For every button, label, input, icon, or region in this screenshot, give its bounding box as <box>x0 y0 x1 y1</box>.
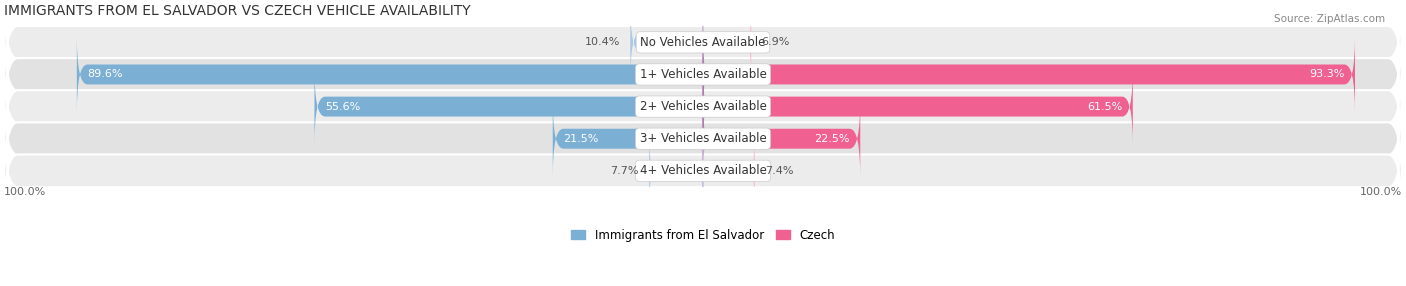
Legend: Immigrants from El Salvador, Czech: Immigrants from El Salvador, Czech <box>571 229 835 242</box>
Text: 3+ Vehicles Available: 3+ Vehicles Available <box>640 132 766 145</box>
Text: IMMIGRANTS FROM EL SALVADOR VS CZECH VEHICLE AVAILABILITY: IMMIGRANTS FROM EL SALVADOR VS CZECH VEH… <box>4 4 471 18</box>
Text: 100.0%: 100.0% <box>4 187 46 197</box>
FancyBboxPatch shape <box>4 0 1402 90</box>
FancyBboxPatch shape <box>703 36 1355 113</box>
Text: No Vehicles Available: No Vehicles Available <box>640 36 766 49</box>
FancyBboxPatch shape <box>4 59 1402 154</box>
Text: 93.3%: 93.3% <box>1309 69 1344 80</box>
FancyBboxPatch shape <box>4 123 1402 219</box>
Text: 2+ Vehicles Available: 2+ Vehicles Available <box>640 100 766 113</box>
Text: 7.4%: 7.4% <box>765 166 794 176</box>
FancyBboxPatch shape <box>553 100 703 177</box>
Text: 89.6%: 89.6% <box>87 69 122 80</box>
FancyBboxPatch shape <box>703 100 860 177</box>
FancyBboxPatch shape <box>4 91 1402 186</box>
Text: 7.7%: 7.7% <box>610 166 638 176</box>
FancyBboxPatch shape <box>315 68 703 145</box>
Text: 6.9%: 6.9% <box>762 37 790 47</box>
FancyBboxPatch shape <box>77 36 703 113</box>
FancyBboxPatch shape <box>4 27 1402 122</box>
FancyBboxPatch shape <box>703 68 1133 145</box>
FancyBboxPatch shape <box>650 133 703 209</box>
Text: 21.5%: 21.5% <box>564 134 599 144</box>
Text: Source: ZipAtlas.com: Source: ZipAtlas.com <box>1274 14 1385 24</box>
FancyBboxPatch shape <box>703 133 755 209</box>
Text: 10.4%: 10.4% <box>585 37 620 47</box>
FancyBboxPatch shape <box>630 4 703 81</box>
Text: 55.6%: 55.6% <box>325 102 360 112</box>
Text: 61.5%: 61.5% <box>1087 102 1122 112</box>
Text: 4+ Vehicles Available: 4+ Vehicles Available <box>640 164 766 177</box>
Text: 22.5%: 22.5% <box>814 134 849 144</box>
Text: 1+ Vehicles Available: 1+ Vehicles Available <box>640 68 766 81</box>
Text: 100.0%: 100.0% <box>1360 187 1402 197</box>
FancyBboxPatch shape <box>703 4 751 81</box>
